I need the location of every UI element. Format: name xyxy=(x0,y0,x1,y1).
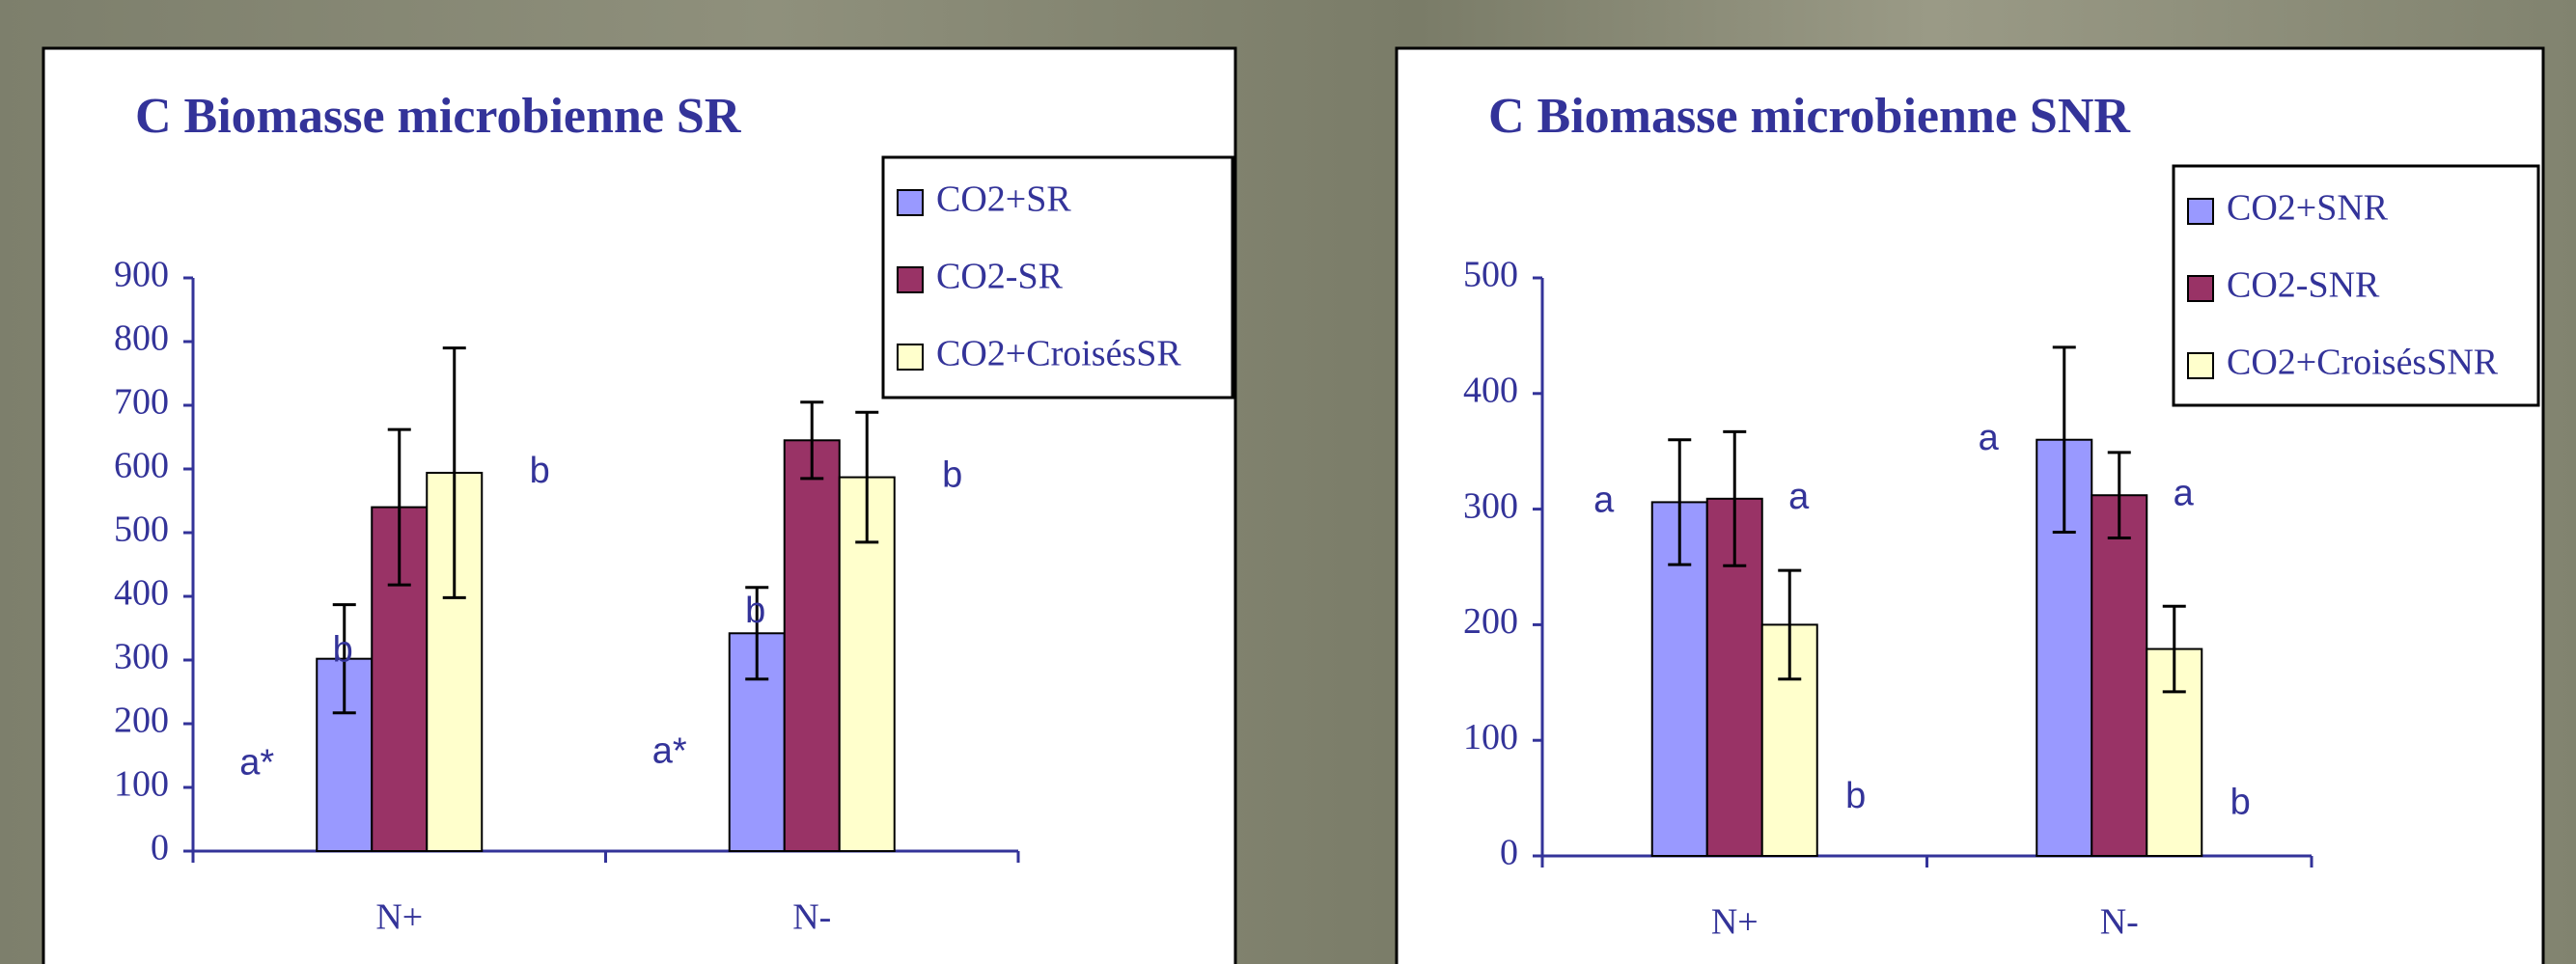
y-tick-label: 800 xyxy=(114,318,169,359)
legend-label: CO2-SR xyxy=(936,257,1064,297)
legend-swatch xyxy=(897,189,924,216)
significance-label: a* xyxy=(239,742,274,783)
y-tick-label: 100 xyxy=(114,764,169,805)
significance-label: b xyxy=(1845,776,1866,816)
x-tick-label: N- xyxy=(2100,902,2139,943)
significance-label: b xyxy=(745,591,765,631)
bar xyxy=(2091,494,2148,857)
y-tick-label: 400 xyxy=(114,573,169,614)
significance-label: b xyxy=(2230,782,2251,822)
significance-label: b xyxy=(942,455,962,496)
x-tick-label: N- xyxy=(792,897,831,938)
chart-title: C Biomasse microbienne SNR xyxy=(1488,89,2131,144)
y-tick-label: 200 xyxy=(114,701,169,741)
y-tick-label: 600 xyxy=(114,446,169,486)
legend-label: CO2+CroisésSR xyxy=(936,334,1181,374)
y-tick-label: 700 xyxy=(114,382,169,423)
significance-label: a* xyxy=(652,730,687,771)
significance-label: a xyxy=(1788,477,1810,517)
significance-label: a xyxy=(1979,418,2000,458)
x-tick-label: N+ xyxy=(1711,902,1759,943)
significance-label: b xyxy=(530,451,550,491)
legend-swatch xyxy=(2187,275,2214,302)
legend xyxy=(881,155,1234,399)
significance-label: b xyxy=(333,629,353,670)
y-tick-label: 200 xyxy=(1463,601,1518,642)
legend-label: CO2+CroisésSNR xyxy=(2227,343,2499,383)
x-tick-label: N+ xyxy=(375,897,423,938)
significance-label: a xyxy=(2174,473,2195,513)
legend-label: CO2+SR xyxy=(936,179,1071,220)
y-tick-label: 500 xyxy=(114,510,169,550)
y-tick-label: 100 xyxy=(1463,717,1518,757)
chart-title: C Biomasse microbienne SR xyxy=(135,89,742,144)
legend-label: CO2+SNR xyxy=(2227,188,2389,229)
legend-swatch xyxy=(2187,352,2214,379)
legend-swatch xyxy=(897,344,924,371)
y-tick-label: 500 xyxy=(1463,255,1518,295)
y-tick-label: 0 xyxy=(1500,833,1518,873)
significance-label: a xyxy=(1593,480,1615,520)
y-tick-label: 300 xyxy=(1463,485,1518,526)
y-tick-label: 300 xyxy=(114,637,169,677)
bar xyxy=(783,439,841,852)
y-tick-label: 900 xyxy=(114,255,169,295)
legend-label: CO2-SNR xyxy=(2227,265,2380,306)
legend-swatch xyxy=(2187,198,2214,225)
legend-swatch xyxy=(897,266,924,293)
y-tick-label: 0 xyxy=(151,828,169,868)
legend xyxy=(2172,164,2540,407)
y-tick-label: 400 xyxy=(1463,371,1518,411)
